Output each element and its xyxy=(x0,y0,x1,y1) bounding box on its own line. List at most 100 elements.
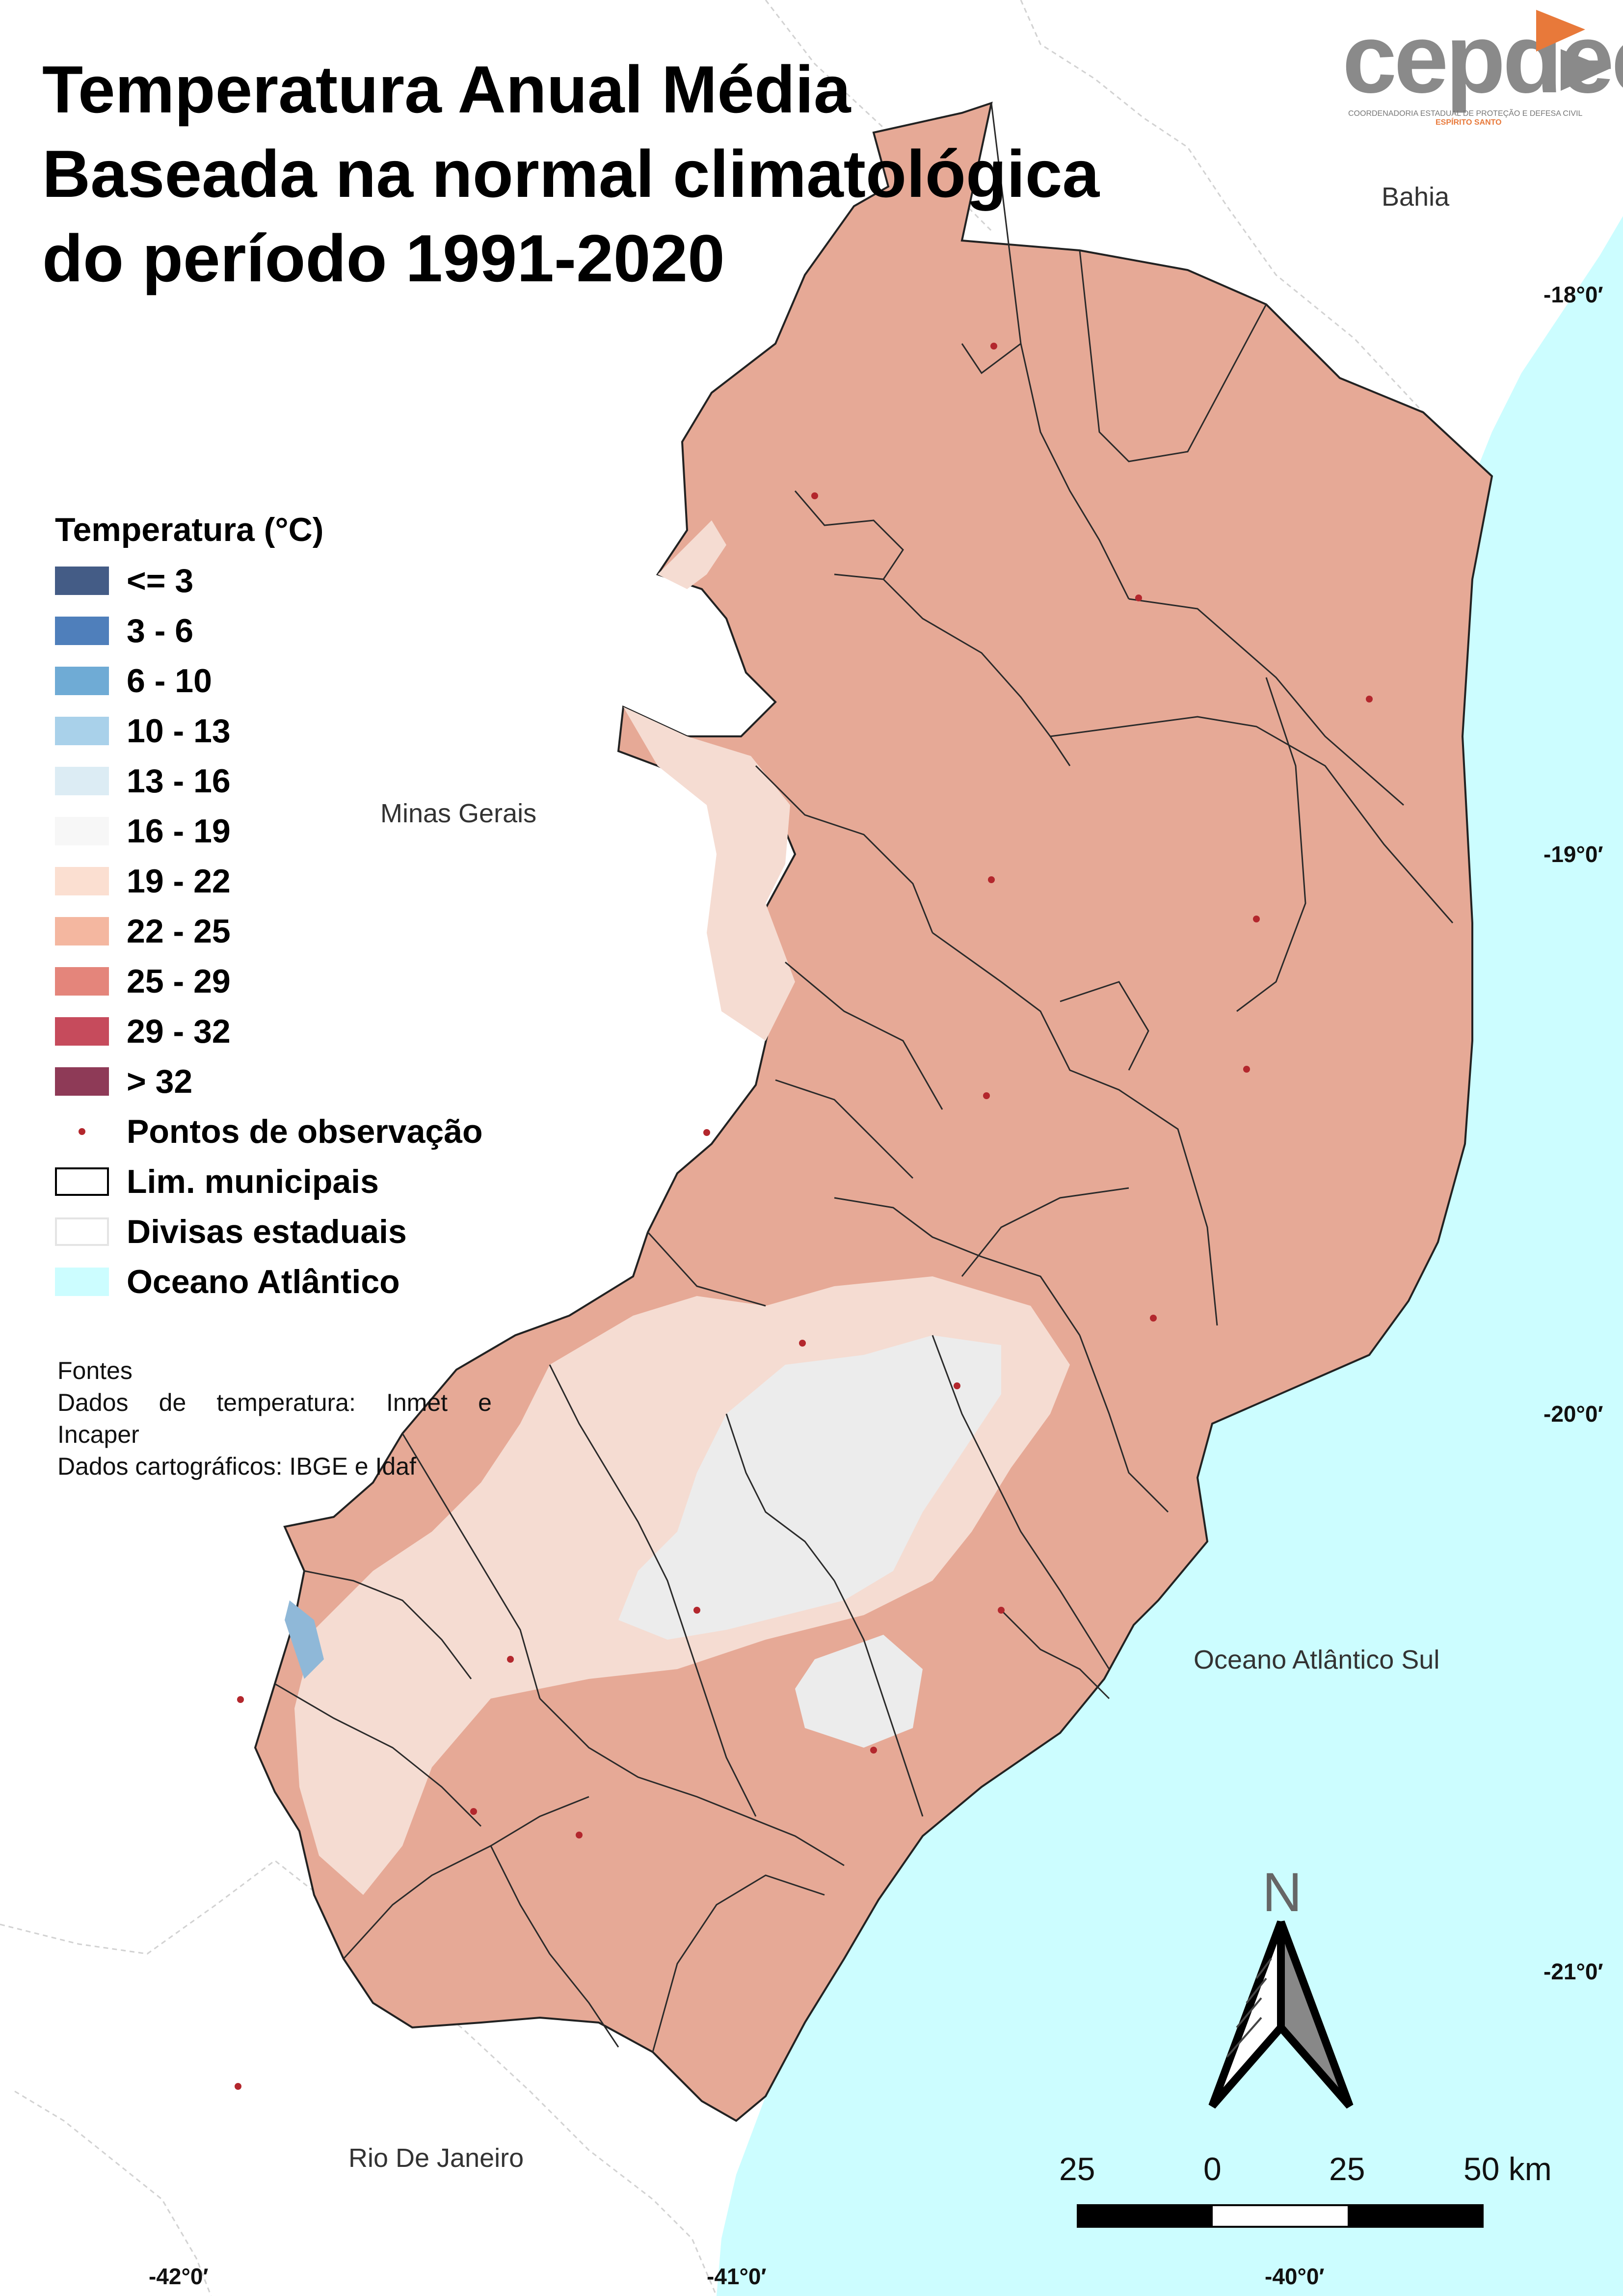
sources-cartographic: Dados cartográficos: IBGE e Idaf xyxy=(57,1453,416,1480)
scale-label-25-right: 25 xyxy=(1329,2151,1365,2187)
state-border-minas xyxy=(765,0,992,232)
logo-arrow-icon xyxy=(1536,10,1610,91)
legend-label-ocean: Oceano Atlântico xyxy=(127,1263,400,1300)
legend-label-state-borders: Divisas estaduais xyxy=(127,1213,407,1250)
state-border-swatch xyxy=(55,1217,109,1246)
zone-cold-caparao xyxy=(285,1600,324,1679)
zone-mild-northwest xyxy=(658,520,726,589)
sources-temperature-2: Incaper xyxy=(57,1421,139,1448)
legend-row-temperature: 25 - 29 xyxy=(55,956,483,1006)
municipal-border-swatch xyxy=(55,1167,109,1196)
state-border-bahia xyxy=(1020,0,1483,472)
title-line-3: do período 1991-2020 xyxy=(42,221,725,296)
legend-row-temperature: 19 - 22 xyxy=(55,856,483,906)
legend-row-ocean: Oceano Atlântico xyxy=(55,1257,483,1307)
legend-label-temperature: 13 - 16 xyxy=(127,762,231,800)
sources-temperature: Dados de temperatura: Inmet e xyxy=(57,1387,492,1419)
north-label: N xyxy=(1262,1862,1302,1923)
title-line-2: Baseada na normal climatológica xyxy=(42,136,1100,211)
obs-point xyxy=(1253,916,1260,922)
logo-state: ESPÍRITO SANTO xyxy=(1436,118,1502,127)
scale-bar xyxy=(1077,2204,1484,2228)
obs-point xyxy=(870,1747,877,1754)
legend-row-temperature: 10 - 13 xyxy=(55,706,483,756)
zone-cool-highlands xyxy=(618,1335,1001,1640)
obs-point xyxy=(799,1340,806,1347)
temperature-swatch xyxy=(55,567,109,595)
legend-label-points: Pontos de observação xyxy=(127,1113,483,1150)
temperature-swatch xyxy=(55,1017,109,1046)
legend-row-temperature: 22 - 25 xyxy=(55,906,483,956)
obs-point xyxy=(990,343,997,350)
obs-point xyxy=(693,1607,700,1614)
map-title: Temperatura Anual Média Baseada na norma… xyxy=(42,47,1099,300)
obs-point xyxy=(470,1808,477,1815)
legend-label-temperature: 29 - 32 xyxy=(127,1013,231,1050)
src-word: temperatura: xyxy=(216,1389,356,1416)
observation-points xyxy=(235,343,1373,2090)
municipal-boundaries xyxy=(274,103,1454,2053)
temperature-swatch xyxy=(55,967,109,996)
legend-label-temperature: 6 - 10 xyxy=(127,662,212,700)
obs-point xyxy=(703,1129,710,1136)
sources-heading: Fontes xyxy=(57,1357,133,1384)
obs-point xyxy=(988,876,995,883)
legend-label-temperature: 16 - 19 xyxy=(127,812,231,850)
logo-subtitle: COORDENADORIA ESTADUAL DE PROTEÇÃO E DEF… xyxy=(1348,109,1583,118)
legend-title: Temperatura (°C) xyxy=(55,511,324,548)
src-word: Inmet xyxy=(386,1389,448,1416)
zone-mild-west xyxy=(623,707,795,1041)
label-oceano-atlantico-sul: Oceano Atlântico Sul xyxy=(1194,1645,1440,1675)
legend-row-municipal: Lim. municipais xyxy=(55,1157,483,1207)
legend-label-temperature: 25 - 29 xyxy=(127,963,231,1000)
lat-label-21: -21°0′ xyxy=(1543,1959,1603,1984)
temperature-swatch xyxy=(55,917,109,945)
legend-label-temperature: 22 - 25 xyxy=(127,913,231,950)
src-word: de xyxy=(159,1389,186,1416)
ocean-swatch xyxy=(55,1268,109,1296)
legend-classes: <= 3 3 - 6 6 - 10 10 - 13 13 - 16 16 - 19 19 -… xyxy=(55,556,483,1107)
obs-point xyxy=(237,1696,244,1703)
temperature-swatch xyxy=(55,767,109,795)
obs-point xyxy=(998,1607,1005,1614)
obs-point xyxy=(983,1092,990,1099)
obs-point xyxy=(1366,696,1373,702)
obs-point xyxy=(1135,594,1142,601)
legend-row-temperature: 3 - 6 xyxy=(55,606,483,656)
obs-point xyxy=(235,2083,241,2090)
obs-point xyxy=(1243,1066,1250,1073)
legend-row-points: Pontos de observação xyxy=(55,1107,483,1157)
obs-point xyxy=(1150,1315,1157,1322)
temperature-swatch xyxy=(55,717,109,745)
obs-point xyxy=(954,1382,960,1389)
scale-label-50km: 50 km xyxy=(1463,2151,1552,2187)
lat-label-18: -18°0′ xyxy=(1543,282,1603,307)
title-line-1: Temperatura Anual Média xyxy=(42,52,851,127)
temperature-swatch xyxy=(55,617,109,645)
lon-label-40: -40°0′ xyxy=(1265,2264,1325,2289)
scale-label-25-left: 25 xyxy=(1059,2151,1095,2187)
cepdec-logo: cepdec COORDENADORIA ESTADUAL DE PROTEÇÃ… xyxy=(1342,4,1623,127)
obs-point-icon xyxy=(55,1117,109,1146)
legend-row-temperature: > 32 xyxy=(55,1056,483,1107)
legend-label-temperature: 3 - 6 xyxy=(127,612,194,649)
src-word: Dados xyxy=(57,1389,129,1416)
legend-label-temperature: 10 - 13 xyxy=(127,712,231,750)
obs-point xyxy=(811,492,818,499)
lat-label-19: -19°0′ xyxy=(1543,841,1603,867)
legend-row-temperature: 6 - 10 xyxy=(55,656,483,706)
scale-label-0: 0 xyxy=(1203,2151,1222,2187)
lon-label-41: -41°0′ xyxy=(707,2264,767,2289)
ocean-area xyxy=(717,216,1623,2296)
state-border-rio-2 xyxy=(14,2090,212,2296)
temperature-swatch xyxy=(55,1067,109,1096)
label-minas-gerais: Minas Gerais xyxy=(380,799,537,828)
sources: Fontes Dados de temperatura: Inmet e Inc… xyxy=(57,1355,492,1483)
legend-row-state-borders: Divisas estaduais xyxy=(55,1207,483,1257)
legend-row-temperature: 16 - 19 xyxy=(55,806,483,856)
label-rio-de-janeiro: Rio De Janeiro xyxy=(348,2143,524,2173)
temperature-swatch xyxy=(55,667,109,695)
temperature-swatch xyxy=(55,817,109,845)
legend-row-temperature: 13 - 16 xyxy=(55,756,483,806)
